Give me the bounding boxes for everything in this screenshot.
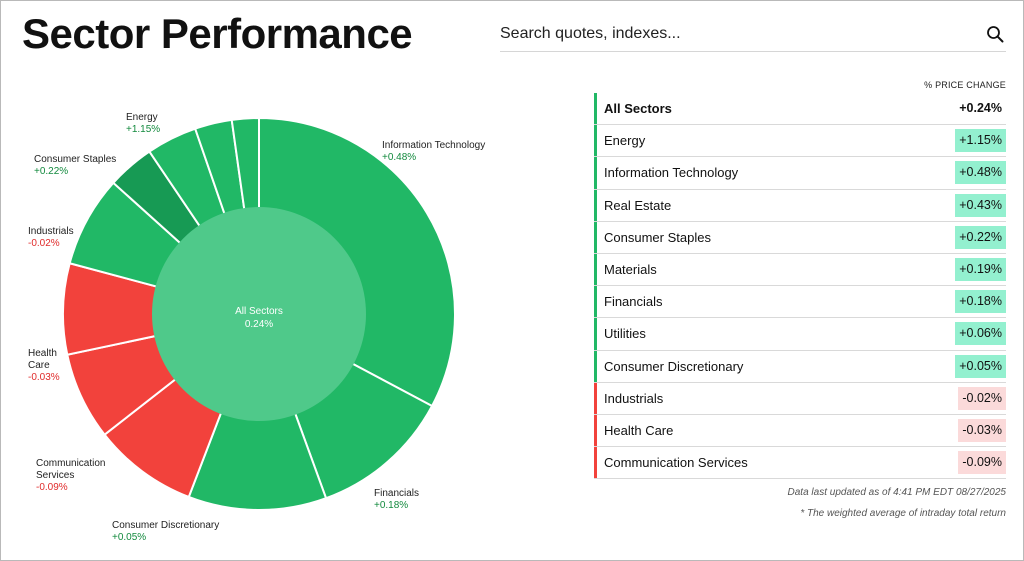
price-change-value: +0.48% (955, 161, 1006, 185)
table-row[interactable]: Health Care -0.03% (594, 414, 1006, 448)
sector-name: Health Care (604, 422, 674, 438)
row-sign-bar (594, 253, 597, 286)
search-icon[interactable] (986, 25, 1004, 43)
row-sign-bar (594, 382, 597, 414)
sector-name: Materials (604, 261, 657, 277)
center-value: 0.24% (245, 319, 273, 330)
label-consumer-staples: Consumer Staples (34, 154, 116, 165)
value-financials: +0.18% (374, 500, 408, 511)
table-row[interactable]: Consumer Staples +0.22% (594, 221, 1006, 254)
row-sign-bar (594, 318, 597, 350)
sector-name: Utilities (604, 326, 646, 342)
sector-name: Industrials (604, 390, 664, 406)
label-health-care-line2: Care (28, 360, 50, 371)
sector-name: Information Technology (604, 165, 739, 181)
value-industrials: -0.02% (28, 238, 60, 249)
price-change-value: +0.06% (955, 322, 1006, 346)
price-change-value: +0.19% (955, 257, 1006, 281)
price-change-value: +1.15% (955, 129, 1006, 153)
row-sign-bar (594, 157, 597, 189)
sector-donut-chart: All Sectors 0.24% Information Technology… (28, 112, 485, 543)
sector-name: Energy (604, 133, 646, 149)
all-sectors-center-disc[interactable] (152, 207, 366, 421)
value-consumer-staples: +0.22% (34, 166, 68, 177)
sector-name: Financials (604, 294, 663, 310)
label-communication-services-line1: Communication (36, 458, 105, 469)
sector-name: Real Estate (604, 197, 672, 213)
value-consumer-discretionary: +0.05% (112, 532, 146, 543)
row-sign-bar (594, 221, 597, 253)
search-input[interactable] (500, 18, 970, 50)
table-row[interactable]: Consumer Discretionary +0.05% (594, 350, 1006, 383)
weighted-average-note: * The weighted average of intraday total… (800, 508, 1006, 519)
value-energy: +1.15% (126, 124, 160, 135)
column-header-price-change: % PRICE CHANGE (924, 80, 1006, 90)
row-sign-bar (594, 414, 597, 447)
value-information-technology: +0.48% (382, 152, 416, 163)
price-change-value: +0.22% (955, 225, 1006, 249)
price-change-value: +0.05% (955, 354, 1006, 378)
last-updated-note: Data last updated as of 4:41 PM EDT 08/2… (787, 487, 1006, 498)
table-row[interactable]: Materials +0.19% (594, 253, 1006, 287)
value-communication-services: -0.09% (36, 482, 68, 493)
sector-name: Communication Services (604, 455, 748, 471)
value-health-care: -0.03% (28, 372, 60, 383)
sector-performance-table: % PRICE CHANGE All Sectors +0.24% Energy +1… (594, 80, 1006, 480)
row-sign-bar (594, 93, 597, 125)
sector-name: Consumer Discretionary (604, 358, 744, 374)
label-financials: Financials (374, 488, 419, 499)
table-row[interactable]: Financials +0.18% (594, 286, 1006, 319)
sector-name: All Sectors (604, 101, 672, 116)
table-row[interactable]: Communication Services -0.09% (594, 447, 1006, 480)
table-row[interactable]: Industrials -0.02% (594, 382, 1006, 415)
label-energy: Energy (126, 112, 158, 123)
price-change-value: +0.43% (955, 193, 1006, 217)
row-sign-bar (594, 447, 597, 479)
price-change-value: -0.02% (958, 386, 1006, 410)
label-industrials: Industrials (28, 226, 74, 237)
row-sign-bar (594, 125, 597, 157)
table-row[interactable]: Energy +1.15% (594, 125, 1006, 158)
sector-rows: All Sectors +0.24% Energy +1.15% Information… (594, 93, 1006, 480)
label-communication-services-line2: Services (36, 470, 74, 481)
label-consumer-discretionary: Consumer Discretionary (112, 520, 219, 531)
price-change-value: -0.03% (958, 418, 1006, 442)
row-sign-bar (594, 189, 597, 221)
center-label: All Sectors (235, 306, 283, 317)
search-bar[interactable] (500, 18, 1006, 52)
table-row[interactable]: Information Technology +0.48% (594, 157, 1006, 190)
row-sign-bar (594, 350, 597, 382)
price-change-value: -0.09% (958, 451, 1006, 475)
price-change-value: +0.24% (959, 101, 1002, 115)
sector-name: Consumer Staples (604, 229, 711, 245)
label-information-technology: Information Technology (382, 140, 485, 151)
label-health-care-line1: Health (28, 348, 57, 359)
table-row[interactable]: Real Estate +0.43% (594, 189, 1006, 222)
price-change-value: +0.18% (955, 290, 1006, 314)
page-title: Sector Performance (22, 10, 413, 57)
table-row-all-sectors[interactable]: All Sectors +0.24% (594, 93, 1006, 126)
table-row[interactable]: Utilities +0.06% (594, 318, 1006, 351)
row-sign-bar (594, 286, 597, 318)
